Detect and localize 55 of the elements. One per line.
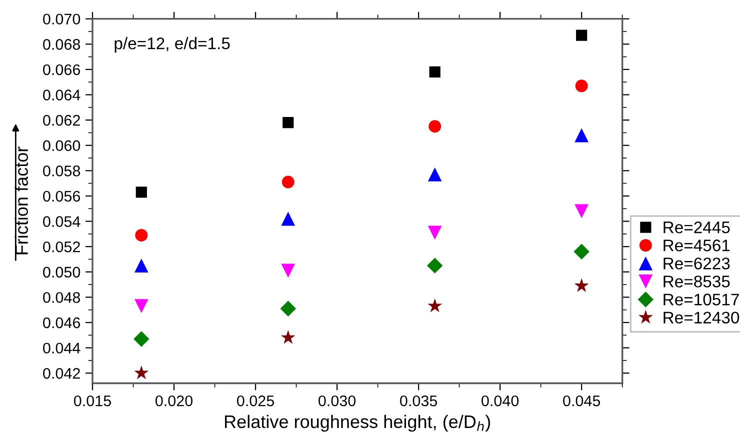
point — [428, 298, 442, 312]
y-tick-label: 0.054 — [43, 216, 80, 227]
y-tick-label: 0.062 — [43, 114, 80, 126]
y-tick-label: 0.050 — [43, 266, 80, 278]
point — [575, 80, 588, 92]
annotation: p/e=12, e/d=1.5 — [114, 37, 230, 53]
point — [282, 176, 294, 188]
point — [574, 128, 589, 142]
point — [280, 300, 296, 316]
y-tick-label: 0.070 — [43, 14, 80, 25]
y-tick-label: 0.048 — [43, 292, 80, 303]
point — [574, 278, 589, 292]
point — [428, 226, 442, 240]
x-tick-label: 0.025 — [237, 395, 274, 406]
point — [574, 204, 589, 218]
y-tick-label: 0.066 — [43, 64, 80, 76]
y-tick-label: 0.044 — [43, 342, 80, 354]
point — [428, 120, 442, 133]
point — [134, 331, 150, 347]
point — [574, 244, 590, 260]
legend-label: Re=6223 — [664, 258, 730, 270]
legend-label: Re=12430 — [664, 312, 740, 324]
y-tick-label: 0.058 — [43, 166, 80, 176]
point — [280, 330, 296, 344]
point — [134, 299, 148, 314]
y-axis-title: Friction factor — [14, 146, 28, 254]
point — [427, 258, 443, 274]
y-tick-label: 0.064 — [43, 90, 80, 100]
legend-label: Re=8535 — [664, 276, 730, 288]
legend-label: Re=2445 — [664, 222, 730, 234]
point — [282, 117, 294, 128]
x-tick-label: 0.015 — [74, 395, 111, 406]
x-tick-label: 0.045 — [563, 395, 600, 406]
point — [428, 168, 442, 182]
y-tick-label: 0.052 — [43, 241, 80, 252]
point — [281, 264, 296, 278]
x-tick-label: 0.040 — [482, 395, 519, 406]
x-tick-label: 0.020 — [155, 395, 193, 406]
point — [429, 66, 440, 78]
y-tick-label: 0.056 — [43, 190, 80, 202]
legend-label: Re=10517 — [664, 294, 739, 306]
point — [576, 30, 588, 41]
point — [136, 186, 147, 198]
y-tick-label: 0.060 — [43, 140, 80, 152]
point — [135, 228, 148, 242]
y-tick-label: 0.068 — [43, 39, 80, 50]
legend-label: Re=4561 — [664, 240, 730, 252]
x-tick-label: 0.035 — [400, 395, 438, 406]
point — [134, 365, 149, 380]
x-axis-title: Relative roughness height, (e/D$_{h}$) — [225, 414, 490, 432]
y-tick-label: 0.046 — [43, 317, 80, 328]
x-tick-label: 0.030 — [318, 395, 356, 406]
point — [281, 212, 296, 226]
point — [134, 258, 148, 273]
y-tick-label: 0.042 — [43, 368, 80, 379]
